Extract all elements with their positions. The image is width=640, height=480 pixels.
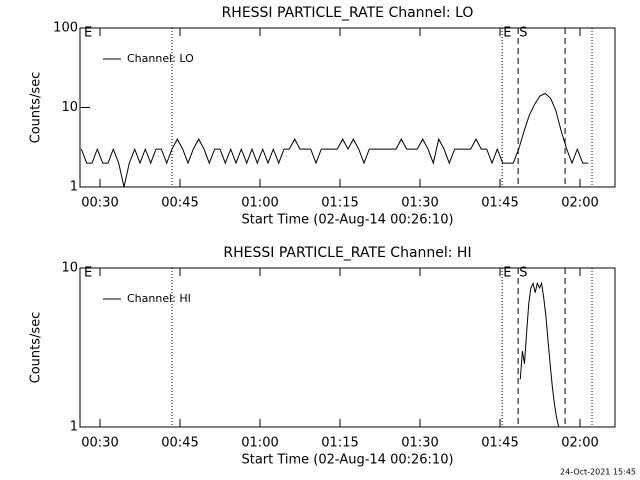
x-tick-label: 01:30 [401, 196, 438, 211]
annotation: E [84, 26, 92, 41]
x-tick-label: 01:15 [321, 436, 358, 451]
x-tick-label: 01:45 [481, 436, 518, 451]
y-tick-label: 1 [70, 420, 78, 435]
annotation: E [503, 26, 511, 41]
x-tick-label: 00:45 [161, 196, 198, 211]
x-tick-label: 01:30 [401, 436, 438, 451]
chart-title: RHESSI PARTICLE_RATE Channel: LO [222, 5, 474, 21]
x-tick-label: 02:00 [561, 196, 598, 211]
y-tick-label: 10 [61, 100, 78, 115]
x-tick-label: 01:45 [481, 196, 518, 211]
x-axis-label: Start Time (02-Aug-14 00:26:10) [241, 453, 453, 468]
x-tick-label: 00:30 [81, 436, 118, 451]
y-tick-label: 100 [53, 21, 78, 36]
legend-label: Channel: LO [127, 52, 194, 65]
annotation: S [519, 266, 527, 281]
chart-title: RHESSI PARTICLE_RATE Channel: HI [223, 245, 471, 261]
y-tick-label: 1 [70, 180, 78, 195]
y-axis-label: Counts/sec [29, 312, 44, 384]
data-line [519, 281, 560, 427]
annotation: S [519, 26, 527, 41]
annotation: E [503, 266, 511, 281]
y-axis-label: Counts/sec [29, 72, 44, 144]
data-line [80, 92, 588, 187]
annotation: E [84, 266, 92, 281]
x-tick-label: 02:00 [561, 436, 598, 451]
x-tick-label: 01:15 [321, 196, 358, 211]
y-tick-label: 10 [61, 261, 78, 276]
footer: 24-Oct-2021 15:45 [560, 468, 636, 477]
x-tick-label: 01:00 [241, 196, 278, 211]
legend-label: Channel: HI [127, 292, 191, 305]
x-tick-label: 00:45 [161, 436, 198, 451]
x-tick-label: 00:30 [81, 196, 118, 211]
x-axis-label: Start Time (02-Aug-14 00:26:10) [241, 213, 453, 228]
x-tick-label: 01:00 [241, 436, 278, 451]
plot-frame [79, 267, 616, 428]
